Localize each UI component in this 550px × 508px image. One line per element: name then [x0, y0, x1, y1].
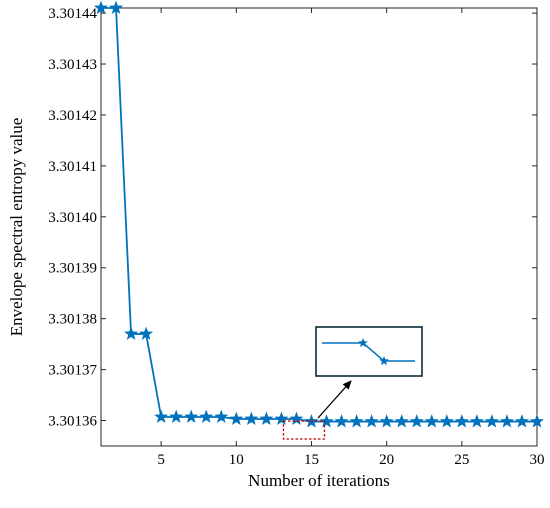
y-tick-label: 3.30143: [48, 57, 97, 73]
y-tick-label: 3.30140: [48, 210, 97, 226]
series-markers: [93, 0, 545, 428]
y-tick-label: 3.30141: [48, 159, 97, 175]
y-axis-label: Envelope spectral entropy value: [7, 118, 26, 337]
y-axis-ticks: 3.30136 3.30137 3.30138 3.30139 3.30140 3.301…: [48, 6, 537, 430]
inset-series-line: [322, 342, 415, 362]
zoom-arrow: [317, 380, 352, 419]
inset-data-point: [379, 355, 389, 366]
data-point: [349, 414, 364, 428]
zoom-annotation: [282, 326, 423, 440]
x-tick-label: 20: [379, 452, 394, 468]
data-point: [154, 409, 169, 423]
x-axis-ticks: 5 10 15 20 25 30: [157, 8, 545, 468]
data-point: [484, 414, 499, 428]
data-point: [394, 414, 409, 428]
data-point: [124, 326, 139, 340]
data-point: [259, 411, 274, 425]
x-tick-label: 30: [530, 452, 545, 468]
y-tick-label: 3.30138: [48, 312, 97, 328]
data-point: [499, 414, 514, 428]
data-point: [364, 414, 379, 428]
data-point: [424, 414, 439, 428]
data-point: [184, 409, 199, 423]
plot-frame: [100, 7, 538, 447]
data-point: [454, 414, 469, 428]
y-tick-label: 3.30139: [48, 261, 97, 277]
data-point: [199, 409, 214, 423]
data-point: [274, 411, 289, 425]
data-point: [244, 411, 259, 425]
data-point: [514, 414, 529, 428]
data-point: [214, 409, 229, 423]
x-axis-label: Number of iterations: [248, 471, 390, 490]
x-tick-label: 25: [454, 452, 469, 468]
data-point: [334, 414, 349, 428]
zoom-highlight-box: [282, 420, 326, 440]
data-point: [319, 414, 334, 428]
data-point: [139, 326, 154, 340]
x-tick-label: 5: [157, 452, 165, 468]
y-tick-label: 3.30137: [48, 363, 97, 379]
inset-data-point: [358, 337, 368, 348]
data-point: [379, 414, 394, 428]
data-point: [109, 0, 124, 14]
x-tick-label: 15: [304, 452, 319, 468]
data-point: [409, 414, 424, 428]
data-point: [229, 411, 244, 425]
data-point: [469, 414, 484, 428]
data-point: [169, 409, 184, 423]
data-point: [93, 0, 109, 14]
plot-area: 5 10 15 20 25 30 3.30136 3.30137 3.30138 3.30139…: [48, 0, 545, 468]
x-tick-label: 10: [229, 452, 244, 468]
y-tick-label: 3.30144: [48, 6, 97, 22]
data-point: [289, 411, 304, 425]
y-tick-label: 3.30142: [48, 108, 97, 124]
y-tick-label: 3.30136: [48, 414, 97, 430]
data-point: [439, 414, 454, 428]
zoom-inset-box: [315, 326, 423, 377]
data-point: [529, 414, 545, 428]
